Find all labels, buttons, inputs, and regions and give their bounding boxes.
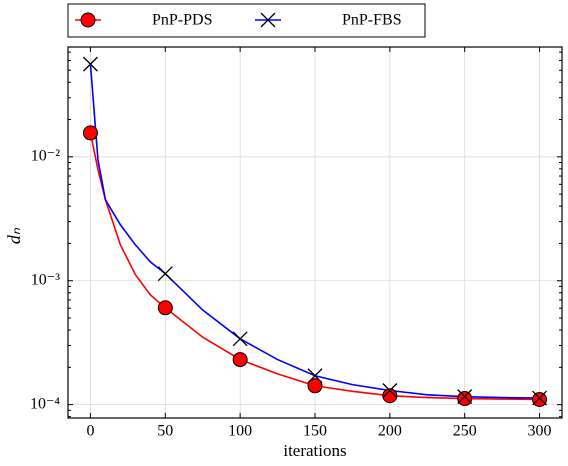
marker [82, 125, 98, 141]
marker [157, 266, 173, 282]
x-tick-label: 0 [86, 423, 94, 440]
marker [232, 331, 248, 347]
legend-box [67, 3, 426, 38]
y-axis-label: dₙ [4, 227, 24, 244]
marker [382, 383, 398, 398]
marker [307, 378, 323, 394]
marker [307, 368, 323, 384]
marker [157, 300, 173, 316]
y-tick-label: 10⁻³ [31, 271, 60, 288]
marker [532, 390, 548, 406]
marker [80, 12, 96, 28]
marker [457, 389, 473, 405]
plot-frame [67, 46, 563, 419]
x-tick-label: 100 [228, 423, 252, 440]
marker [82, 56, 98, 72]
x-tick-label: 300 [528, 423, 552, 440]
marker [457, 391, 473, 407]
y-tick-label: 10⁻² [31, 148, 60, 165]
x-tick-label: 150 [303, 423, 327, 440]
marker [382, 388, 398, 404]
x-tick-label: 250 [453, 423, 477, 440]
y-tick-label: 10⁻⁴ [30, 395, 60, 412]
marker [532, 392, 548, 408]
x-tick-label: 50 [157, 423, 173, 440]
marker [260, 12, 276, 28]
legend-label: PnP-PDS [152, 12, 212, 29]
legend-label: PnP-FBS [342, 12, 402, 29]
x-axis-label: iterations [283, 441, 346, 460]
x-tick-label: 200 [378, 423, 402, 440]
marker [232, 352, 248, 368]
